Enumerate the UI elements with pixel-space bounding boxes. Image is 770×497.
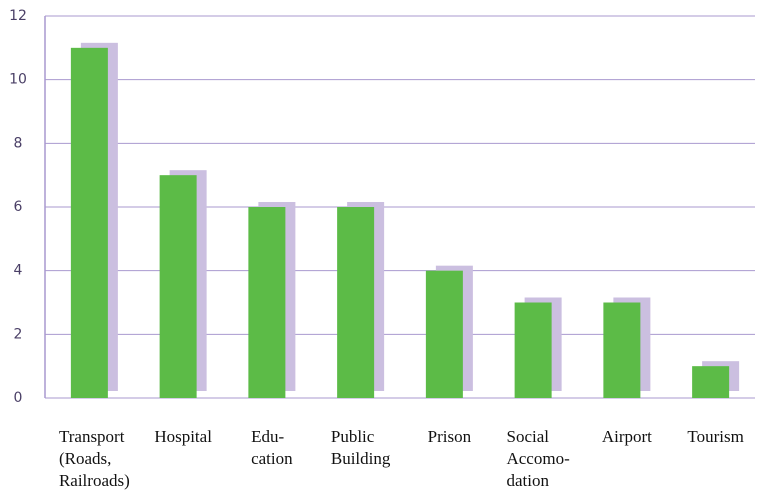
y-tick-label: 12 bbox=[9, 8, 27, 24]
bar bbox=[248, 207, 286, 398]
y-tick-label: 0 bbox=[14, 390, 23, 406]
bar bbox=[425, 270, 463, 398]
x-tick-label: Hospital bbox=[154, 427, 212, 446]
x-tick-label-line: Tourism bbox=[687, 427, 743, 446]
y-tick-label: 4 bbox=[14, 263, 23, 279]
x-tick-label-line: Accomo- bbox=[506, 449, 570, 468]
x-tick-label-line: Railroads) bbox=[59, 471, 130, 490]
x-tick-label-line: Prison bbox=[428, 427, 472, 446]
bar bbox=[70, 47, 108, 398]
bar bbox=[337, 207, 375, 398]
x-tick-label-line: dation bbox=[506, 471, 549, 490]
x-tick-label-line: Airport bbox=[602, 427, 652, 446]
bar bbox=[514, 302, 552, 398]
x-tick-label: Edu-cation bbox=[251, 427, 293, 468]
x-tick-label-line: Building bbox=[331, 449, 391, 468]
x-tick-label-line: Public bbox=[331, 427, 375, 446]
x-tick-label: Transport (Roads, Railroads) bbox=[59, 427, 130, 490]
bar bbox=[692, 366, 730, 398]
y-tick-label: 8 bbox=[14, 135, 23, 151]
x-tick-label-line: Social bbox=[506, 427, 549, 446]
y-tick-label: 10 bbox=[9, 72, 27, 88]
x-tick-label-line: Transport bbox=[59, 427, 125, 446]
x-tick-label-line: cation bbox=[251, 449, 293, 468]
x-tick-label-line: (Roads, bbox=[59, 449, 111, 468]
x-tick-label: Social Accomo-dation bbox=[506, 427, 570, 490]
x-tick-label: Airport bbox=[602, 427, 652, 446]
y-tick-label: 6 bbox=[14, 199, 23, 215]
bar bbox=[603, 302, 641, 398]
bar bbox=[159, 175, 197, 398]
x-tick-label-line: Hospital bbox=[154, 427, 212, 446]
x-tick-label: Prison bbox=[428, 427, 472, 446]
x-tick-label: Public Building bbox=[331, 427, 391, 468]
x-tick-label: Tourism bbox=[687, 427, 743, 446]
y-tick-label: 2 bbox=[14, 326, 23, 342]
x-tick-label-line: Edu- bbox=[251, 427, 284, 446]
